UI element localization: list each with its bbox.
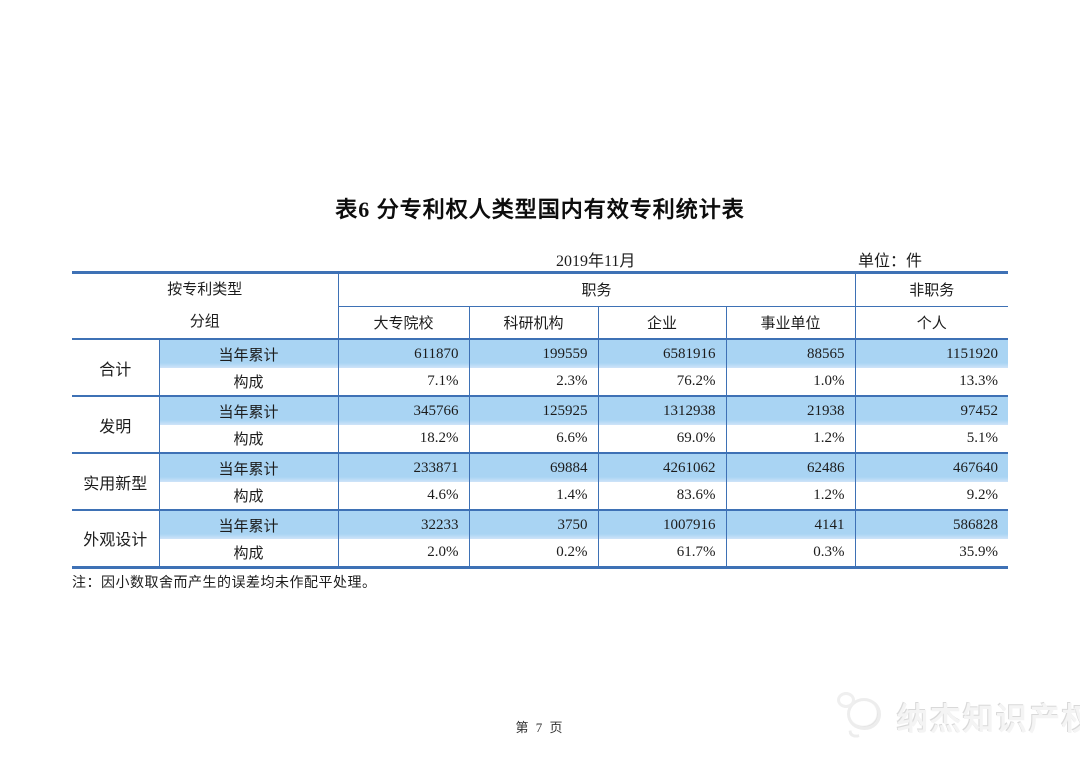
statistics-table: 按专利类型 分组 职务 非职务 大专院校 科研机构 企业 事业单位 个人 合计 … [72, 271, 1009, 569]
cell-value: 83.6% [598, 482, 727, 510]
cell-value: 199559 [469, 338, 599, 368]
header-col-universities: 大专院校 [337, 306, 470, 340]
cell-value: 1.0% [726, 368, 856, 396]
cell-value: 2.3% [469, 368, 599, 396]
group-name-total: 合计 [72, 338, 160, 396]
header-col-research-institutes: 科研机构 [468, 306, 599, 340]
header-col-individuals: 个人 [854, 306, 1009, 340]
table-row: 构成 2.0% 0.2% 61.7% 0.3% 35.9% [72, 539, 1008, 567]
header-service: 职务 [337, 272, 856, 307]
cell-value: 69.0% [598, 425, 727, 453]
group-name-design: 外观设计 [72, 509, 160, 567]
table-row: 构成 7.1% 2.3% 76.2% 1.0% 13.3% [72, 368, 1008, 396]
unit-label: 单位：件 [858, 253, 923, 270]
cell-value: 1.2% [726, 482, 856, 510]
cell-value: 1312938 [598, 395, 727, 425]
cell-value: 5.1% [966, 430, 999, 446]
cell-value: 13.3% [959, 373, 999, 389]
footnote: 注：因小数取舍而产生的误差均未作配平处理。 [72, 576, 377, 591]
header-row-2: 大专院校 科研机构 企业 事业单位 个人 [72, 306, 1009, 340]
cell-value: 21938 [726, 395, 856, 425]
header-group-type-line2: 分组 [189, 314, 220, 330]
table-row: 外观设计 当年累计 32233 3750 1007916 4141 586828 [72, 509, 1009, 567]
table-row: 发明 当年累计 345766 125925 1312938 21938 9745… [72, 395, 1009, 453]
header-group-type-line1: 按专利类型 [167, 282, 243, 298]
cell-value: 4141 [726, 509, 856, 539]
cell-value: 62486 [726, 452, 856, 482]
page-title: 表6 分专利权人类型国内有效专利统计表 [335, 197, 745, 222]
cell-value: 9.2% [966, 487, 999, 503]
header-row-1: 按专利类型 分组 职务 非职务 [72, 272, 1009, 340]
cell-value: 69884 [469, 452, 599, 482]
cell-value: 345766 [338, 395, 470, 425]
cell-value: 0.2% [469, 539, 599, 567]
cell-value: 586828 [855, 509, 1009, 539]
row-label-cumulative: 当年累计 [159, 395, 339, 425]
row-label-cumulative: 当年累计 [159, 509, 339, 539]
cell-value: 1.4% [469, 482, 599, 510]
cell-value: 6.6% [469, 425, 599, 453]
row-label-cumulative: 当年累计 [159, 452, 339, 482]
cell-value: 18.2% [338, 425, 470, 453]
table-row: 构成 4.6% 1.4% 83.6% 1.2% 9.2% [72, 482, 1008, 510]
cell-value: 7.1% [338, 368, 470, 396]
cell-value: 4.6% [338, 482, 470, 510]
row-label-composition: 构成 [159, 482, 339, 510]
cell-value: 467640 [855, 452, 1009, 482]
cell-value: 32233 [338, 509, 470, 539]
report-date: 2019年11月 [556, 253, 636, 270]
table-row: 构成 18.2% 6.6% 69.0% 1.2% 5.1% [72, 425, 1008, 453]
group-name-utility-model: 实用新型 [72, 452, 160, 510]
cell-value: 0.3% [726, 539, 856, 567]
cell-value: 35.9% [959, 543, 999, 560]
cell-value: 1007916 [598, 509, 727, 539]
row-label-composition: 构成 [159, 539, 339, 567]
table-row: 合计 当年累计 611870 199559 6581916 88565 1151… [72, 338, 1009, 396]
cell-value: 1.2% [726, 425, 856, 453]
cell-value: 76.2% [598, 368, 727, 396]
cell-value: 233871 [338, 452, 470, 482]
header-non-service: 非职务 [854, 272, 1009, 307]
cell-value: 2.0% [338, 539, 470, 567]
cell-value: 97452 [855, 395, 1009, 425]
row-label-composition: 构成 [159, 425, 339, 453]
cell-value: 1151920 [855, 338, 1009, 368]
cell-value: 125925 [469, 395, 599, 425]
cell-value: 4261062 [598, 452, 727, 482]
header-group-type: 按专利类型 分组 [72, 272, 339, 340]
cell-value: 3750 [469, 509, 599, 539]
cell-value: 88565 [726, 338, 856, 368]
table-row: 实用新型 当年累计 233871 69884 4261062 62486 467… [72, 452, 1009, 510]
cell-value: 6581916 [598, 338, 727, 368]
page-number: 第 7 页 [515, 720, 565, 735]
header-col-enterprises: 企业 [597, 306, 727, 340]
group-name-invention: 发明 [72, 395, 160, 453]
header-col-public-institutions: 事业单位 [725, 306, 856, 340]
cell-value: 611870 [338, 338, 470, 368]
row-label-composition: 构成 [159, 368, 339, 396]
row-label-cumulative: 当年累计 [159, 338, 339, 368]
cell-value: 61.7% [598, 539, 727, 567]
